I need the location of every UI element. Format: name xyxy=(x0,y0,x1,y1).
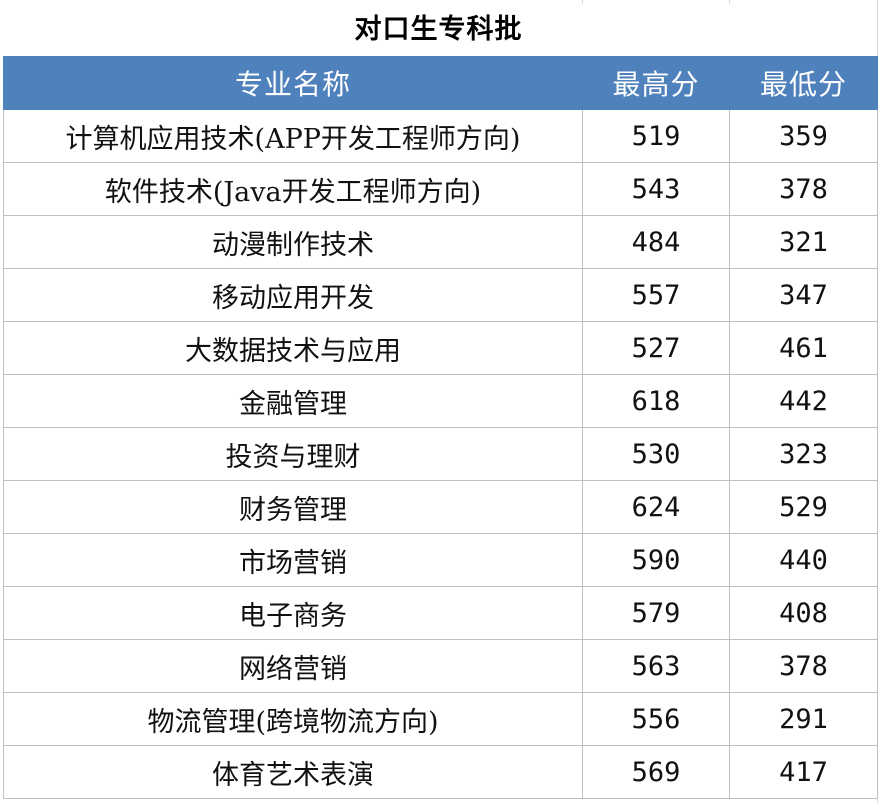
table-row: 市场营销 590 440 xyxy=(3,533,878,587)
cell-major[interactable]: 大数据技术与应用 xyxy=(3,321,583,375)
cell-major[interactable]: 移动应用开发 xyxy=(3,268,583,322)
cell-min-score[interactable]: 440 xyxy=(729,533,878,587)
cell-min-score[interactable]: 323 xyxy=(729,427,878,481)
cell-max-score[interactable]: 579 xyxy=(582,586,730,640)
cell-major[interactable]: 软件技术(Java开发工程师方向) xyxy=(3,162,583,216)
cell-major[interactable]: 网络营销 xyxy=(3,639,583,693)
cell-major[interactable]: 电子商务 xyxy=(3,586,583,640)
cell-min-score[interactable]: 529 xyxy=(729,480,878,534)
cell-max-score[interactable]: 527 xyxy=(582,321,730,375)
cell-min-score[interactable]: 359 xyxy=(729,109,878,163)
cell-min-score[interactable]: 408 xyxy=(729,586,878,640)
cell-major[interactable]: 市场营销 xyxy=(3,533,583,587)
table-row: 计算机应用技术(APP开发工程师方向) 519 359 xyxy=(3,109,878,163)
cell-major[interactable]: 金融管理 xyxy=(3,374,583,428)
cell-min-score[interactable]: 378 xyxy=(729,162,878,216)
table-row: 网络营销 563 378 xyxy=(3,639,878,693)
cell-max-score[interactable]: 484 xyxy=(582,215,730,269)
grid-line xyxy=(582,0,583,4)
table-row: 移动应用开发 557 347 xyxy=(3,268,878,322)
cell-min-score[interactable]: 321 xyxy=(729,215,878,269)
table-row: 大数据技术与应用 527 461 xyxy=(3,321,878,375)
score-table: 专业名称 最高分 最低分 计算机应用技术(APP开发工程师方向) 519 359… xyxy=(3,56,878,799)
cell-max-score[interactable]: 557 xyxy=(582,268,730,322)
cell-max-score[interactable]: 530 xyxy=(582,427,730,481)
table-title[interactable]: 对口生专科批 xyxy=(354,14,523,45)
cell-major[interactable]: 体育艺术表演 xyxy=(3,745,583,799)
table-row: 金融管理 618 442 xyxy=(3,374,878,428)
cell-max-score[interactable]: 569 xyxy=(582,745,730,799)
cell-major[interactable]: 投资与理财 xyxy=(3,427,583,481)
cell-major[interactable]: 财务管理 xyxy=(3,480,583,534)
cell-min-score[interactable]: 347 xyxy=(729,268,878,322)
cell-major[interactable]: 动漫制作技术 xyxy=(3,215,583,269)
cell-max-score[interactable]: 624 xyxy=(582,480,730,534)
grid-line xyxy=(877,0,878,803)
table-row: 投资与理财 530 323 xyxy=(3,427,878,481)
table-row: 动漫制作技术 484 321 xyxy=(3,215,878,269)
cell-min-score[interactable]: 461 xyxy=(729,321,878,375)
cell-max-score[interactable]: 563 xyxy=(582,639,730,693)
cell-max-score[interactable]: 543 xyxy=(582,162,730,216)
cell-max-score[interactable]: 519 xyxy=(582,109,730,163)
grid-line xyxy=(729,0,730,4)
cell-min-score[interactable]: 417 xyxy=(729,745,878,799)
header-cell-max[interactable]: 最高分 xyxy=(582,56,730,110)
cell-min-score[interactable]: 291 xyxy=(729,692,878,746)
cell-major[interactable]: 计算机应用技术(APP开发工程师方向) xyxy=(3,109,583,163)
cell-max-score[interactable]: 618 xyxy=(582,374,730,428)
cell-min-score[interactable]: 378 xyxy=(729,639,878,693)
table-row: 体育艺术表演 569 417 xyxy=(3,745,878,799)
table-row: 电子商务 579 408 xyxy=(3,586,878,640)
cell-min-score[interactable]: 442 xyxy=(729,374,878,428)
table-row: 物流管理(跨境物流方向) 556 291 xyxy=(3,692,878,746)
cell-major[interactable]: 物流管理(跨境物流方向) xyxy=(3,692,583,746)
cell-max-score[interactable]: 590 xyxy=(582,533,730,587)
header-row: 专业名称 最高分 最低分 xyxy=(3,56,878,110)
header-cell-min[interactable]: 最低分 xyxy=(729,56,878,110)
header-cell-major[interactable]: 专业名称 xyxy=(3,56,583,110)
table-row: 软件技术(Java开发工程师方向) 543 378 xyxy=(3,162,878,216)
table-row: 财务管理 624 529 xyxy=(3,480,878,534)
cell-max-score[interactable]: 556 xyxy=(582,692,730,746)
